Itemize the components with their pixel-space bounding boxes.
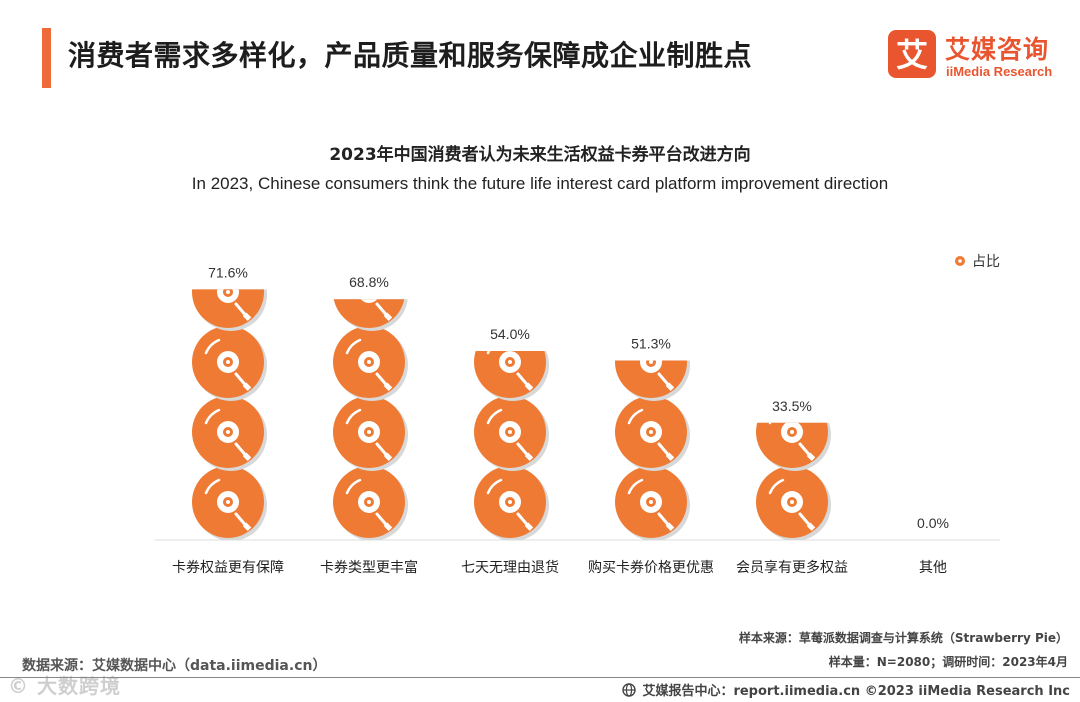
sample-source-note: 样本来源：草莓派数据调查与计算系统（Strawberry Pie） [738,631,1068,645]
title-accent-bar [42,28,51,88]
sample-size-note: 样本量：N=2080；调研时间：2023年4月 [828,655,1068,669]
x-tick-label: 卡券权益更有保障 [172,560,284,576]
data-source: 数据来源：艾媒数据中心（data.iimedia.cn） [22,658,327,674]
x-tick-label: 七天无理由退货 [461,559,559,576]
logo-mark-icon: 艾 [888,30,936,78]
bar [192,289,267,540]
page-title: 消费者需求多样化，产品质量和服务保障成企业制胜点 [68,39,753,72]
globe-icon [622,682,637,697]
data-label: 51.3% [631,335,671,351]
bar [756,422,831,540]
data-label: 33.5% [772,398,812,414]
x-tick-label: 购买卡券价格更优惠 [588,560,714,576]
bar [615,360,690,541]
x-tick-label: 其他 [919,560,947,576]
x-tick-label: 卡券类型更丰富 [320,559,418,576]
logo-text-cn: 艾媒咨询 [945,35,1050,64]
data-label: 0.0% [917,515,949,531]
iimedia-logo: 艾 艾媒咨询 iiMedia Research [888,30,1068,82]
logo-mark-glyph: 艾 [896,36,928,74]
data-label: 54.0% [490,326,530,342]
footer-divider [0,677,1080,678]
bar [474,351,549,540]
data-label: 68.8% [349,274,389,290]
bar-chart: 71.6% 卡券权益更有保障 68.8% 卡券类型更丰富 54.0% 七天无理由退货 51.… [155,254,1000,576]
footer: 艾媒报告中心：report.iimedia.cn ©2023 iiMedia R… [622,680,1070,699]
legend-label: 占比 [972,254,1000,270]
chart-subtitle: In 2023, Chinese consumers think the fut… [191,174,889,193]
logo-text-en: iiMedia Research [946,64,1053,79]
watermark: © 大数跨境 [8,674,121,698]
chart-title: 2023年中国消费者认为未来生活权益卡券平台改进方向 [329,145,751,165]
x-tick-label: 会员享有更多权益 [736,559,848,576]
footer-text: 艾媒报告中心：report.iimedia.cn ©2023 iiMedia R… [642,684,1070,699]
data-label: 71.6% [208,264,248,280]
bar [333,299,408,541]
